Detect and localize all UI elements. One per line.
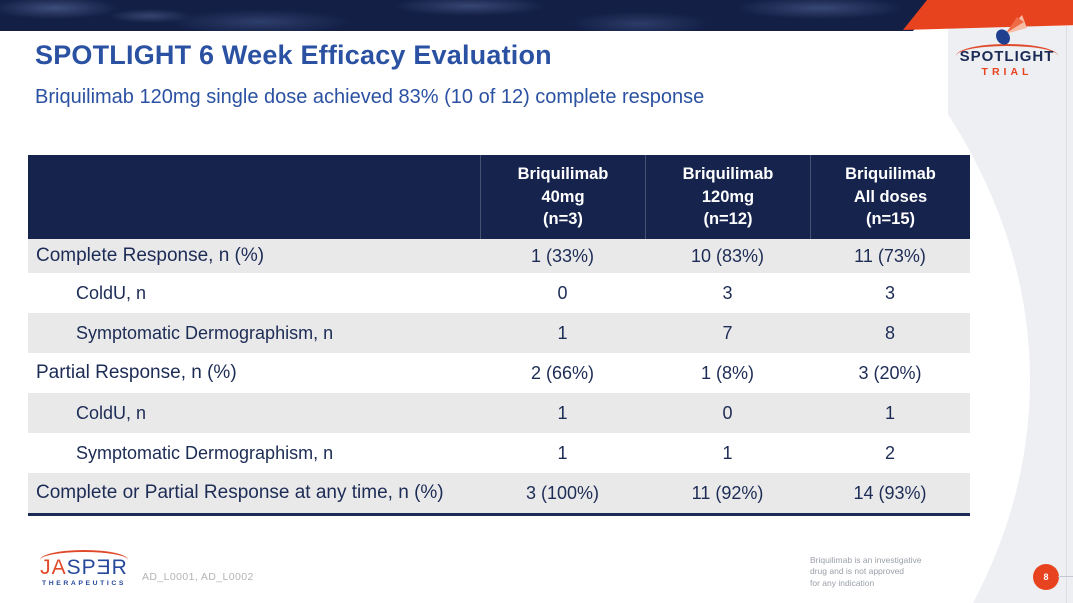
row-value: 1 (33%) [530,245,595,266]
reference-codes: AD_L0001, AD_L0002 [142,571,254,583]
row-value: 7 [722,322,733,343]
slide-edge-line [1066,26,1067,603]
page-number-badge: 8 [1033,564,1059,590]
spotlight-logo-subtitle: TRIAL [981,66,1033,78]
row-value: 0 [557,282,568,303]
row-value: 11 (92%) [691,482,764,503]
page-subtitle: Briquilimab 120mg single dose achieved 8… [35,86,705,108]
row-label: Complete or Partial Response at any time… [36,482,444,503]
row-value: 1 [557,402,568,423]
row-value: 2 [884,442,895,463]
table-body: Complete Response, n (%) 1 (33%) 10 (83%… [28,239,970,513]
top-orange-bar [903,0,1073,30]
row-value: 1 [722,442,733,463]
spotlight-trial-logo: SPOTLIGHT TRIAL [949,14,1065,78]
jasper-therapeutics-label: THERAPEUTICS [41,580,127,587]
spotlight-beam-icon [949,14,1065,48]
spotlight-arc [956,44,1058,56]
row-label: Symptomatic Dermographism, n [76,322,334,343]
row-value: 1 [884,402,895,423]
row-value: 1 [557,322,568,343]
row-value: 8 [884,322,895,343]
table-row: Partial Response, n (%) 2 (66%) 1 (8%) 3… [28,353,970,393]
row-label: ColdU, n [76,402,147,423]
row-value: 3 [722,282,733,303]
jasper-wordmark-orange: JA [40,556,67,579]
row-value: 2 (66%) [530,362,595,383]
disclaimer-text: Briquilimab is an investigative drug and… [810,555,922,588]
table-row: Complete or Partial Response at any time… [28,473,970,513]
table-header-col-40mg: Briquilimab 40mg (n=3) [480,155,645,239]
table-header-empty-cell [28,155,480,239]
table-row: Symptomatic Dermographism, n 1 7 8 [28,313,970,353]
table-row: ColdU, n 0 3 3 [28,273,970,313]
jasper-therapeutics-logo: JASPƎR THERAPEUTICS [38,550,130,587]
row-value: 0 [722,402,733,423]
table-bottom-rule [28,513,970,516]
row-label: ColdU, n [76,282,147,303]
row-value: 11 (73%) [854,245,926,266]
table-header-col-120mg: Briquilimab 120mg (n=12) [645,155,810,239]
page-badge-line [1058,576,1073,577]
spotlight-logo-title: SPOTLIGHT [959,48,1055,65]
top-navy-bar [0,0,941,31]
table-row: Symptomatic Dermographism, n 1 1 2 [28,433,970,473]
row-value: 3 [884,282,895,303]
table-header-row: Briquilimab 40mg (n=3) Briquilimab 120mg… [28,155,970,239]
row-value: 3 (100%) [525,482,600,503]
row-value: 14 (93%) [853,482,927,503]
jasper-arc [40,550,128,560]
jasper-wordmark-blue: SPƎR [66,556,128,579]
page-title: SPOTLIGHT 6 Week Efficacy Evaluation [35,40,552,70]
efficacy-table: Briquilimab 40mg (n=3) Briquilimab 120mg… [28,155,970,516]
table-row: ColdU, n 1 0 1 [28,393,970,433]
table-row: Complete Response, n (%) 1 (33%) 10 (83%… [28,239,970,273]
row-label: Partial Response, n (%) [36,362,237,383]
row-value: 3 (20%) [858,362,922,383]
row-value: 10 (83%) [690,245,765,266]
row-value: 1 (8%) [700,362,754,383]
jasper-wordmark: JASPƎR [38,556,130,580]
row-label: Symptomatic Dermographism, n [76,442,334,463]
table-header-col-alldoses: Briquilimab All doses (n=15) [810,155,970,239]
row-label: Complete Response, n (%) [36,245,265,266]
row-value: 1 [557,442,568,463]
